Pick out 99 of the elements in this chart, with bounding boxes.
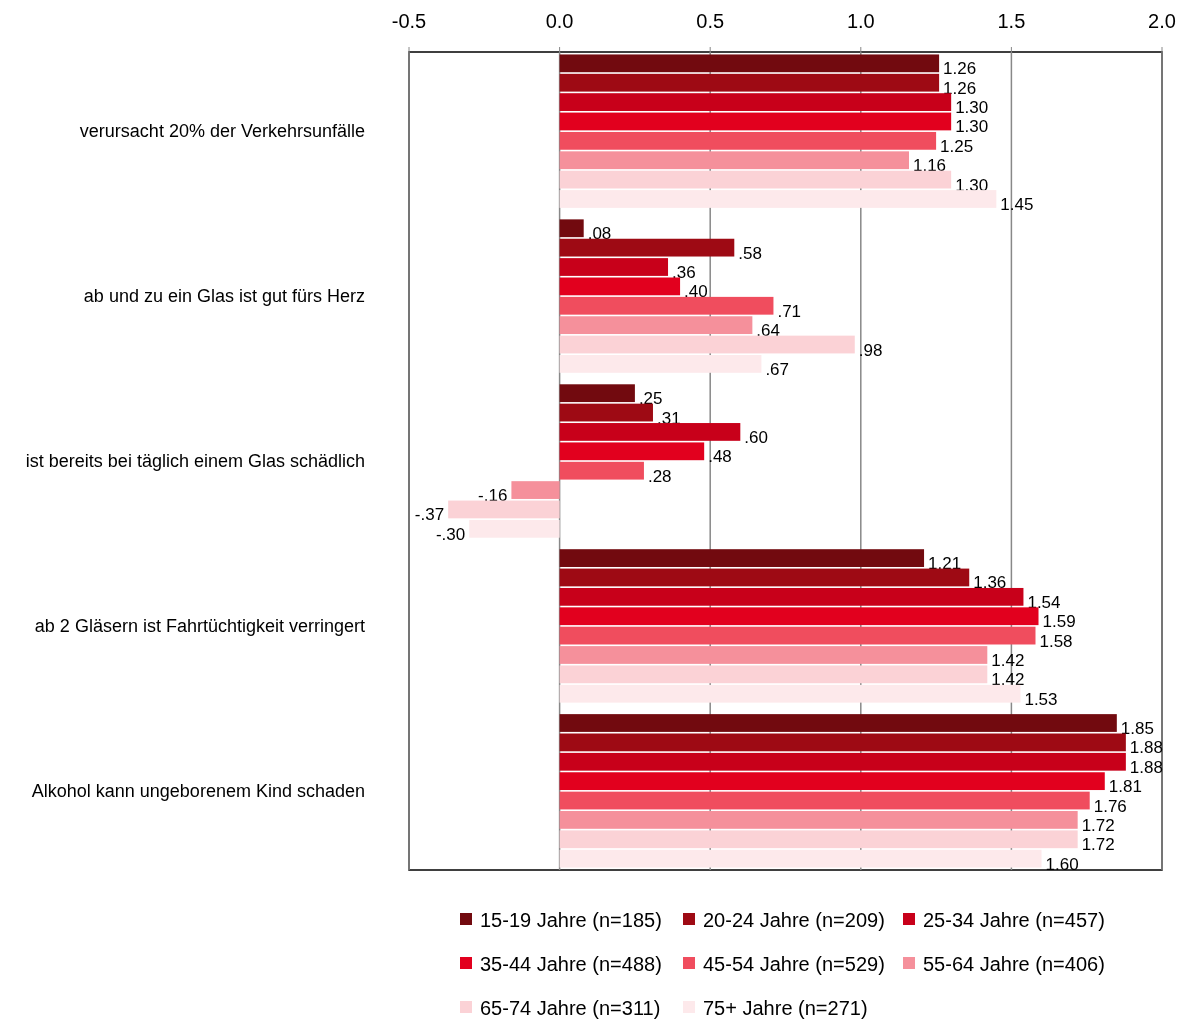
data-label: 1.72 xyxy=(1081,815,1115,835)
bar xyxy=(559,296,774,315)
x-tick-label: 1.5 xyxy=(997,10,1026,32)
x-tick-label: 0.0 xyxy=(545,10,574,32)
legend-label: 45-54 Jahre (n=529) xyxy=(703,953,885,975)
data-label: .28 xyxy=(647,466,672,486)
bar xyxy=(448,500,560,519)
data-label: 1.30 xyxy=(955,117,989,137)
x-tick-label: -0.5 xyxy=(391,10,427,32)
bar xyxy=(559,646,988,664)
data-label: 1.21 xyxy=(928,554,962,574)
bar xyxy=(559,568,970,587)
bar xyxy=(559,587,1024,606)
bar xyxy=(559,335,855,354)
data-label: .48 xyxy=(708,447,732,467)
bar xyxy=(559,752,1126,771)
bar xyxy=(559,772,1105,791)
data-label: 1.16 xyxy=(912,156,947,176)
bar xyxy=(559,423,741,441)
data-label: 1.58 xyxy=(1039,631,1073,651)
bar xyxy=(559,190,997,208)
data-label: 1.85 xyxy=(1120,719,1154,739)
data-label: 1.36 xyxy=(973,573,1007,593)
bar xyxy=(559,151,909,170)
bar xyxy=(559,665,988,684)
bar xyxy=(559,219,584,238)
bar xyxy=(559,355,762,373)
bar xyxy=(559,626,1036,645)
data-label: 1.72 xyxy=(1081,835,1115,855)
bar xyxy=(559,607,1039,626)
data-label: .40 xyxy=(684,282,708,302)
legend-label: 65-74 Jahre (n=311) xyxy=(480,997,661,1019)
bar xyxy=(559,733,1126,752)
x-tick-label: 1.0 xyxy=(846,10,875,32)
bar xyxy=(559,131,937,150)
bar xyxy=(559,316,753,335)
bar xyxy=(559,170,952,189)
data-label: -.30 xyxy=(435,524,466,544)
data-label: -.37 xyxy=(414,505,445,525)
data-label: .31 xyxy=(656,408,681,428)
data-label: .71 xyxy=(777,301,802,321)
data-label: 1.88 xyxy=(1129,738,1163,758)
bar xyxy=(559,830,1078,849)
bar xyxy=(559,849,1042,868)
legend-label: 15-19 Jahre (n=185) xyxy=(480,909,662,931)
bar xyxy=(559,112,952,131)
data-label: .64 xyxy=(756,321,781,341)
data-label: 1.30 xyxy=(955,175,989,195)
data-label: 1.54 xyxy=(1027,592,1061,612)
bar xyxy=(559,442,705,461)
data-label: 1.45 xyxy=(1000,194,1034,214)
data-label: .58 xyxy=(738,243,762,263)
legend-label: 25-34 Jahre (n=457) xyxy=(923,909,1105,931)
data-label: 1.59 xyxy=(1042,612,1076,632)
bar xyxy=(559,277,681,296)
bar xyxy=(559,384,635,403)
bar xyxy=(559,461,644,480)
data-label: 1.81 xyxy=(1108,777,1142,797)
data-label: .08 xyxy=(587,224,612,244)
legend-label: 35-44 Jahre (n=488) xyxy=(480,953,662,975)
data-label: .67 xyxy=(765,359,790,379)
bar xyxy=(559,238,735,257)
data-label: 1.88 xyxy=(1129,757,1163,777)
data-label: 1.25 xyxy=(940,136,974,156)
legend-label: 75+ Jahre (n=271) xyxy=(703,997,868,1019)
bar xyxy=(559,791,1090,810)
bar xyxy=(559,93,952,111)
data-label: 1.60 xyxy=(1045,854,1079,874)
y-tick-label: ist bereits bei täglich einem Glas schädlich xyxy=(25,451,365,471)
bar xyxy=(511,481,560,499)
data-label: 1.30 xyxy=(955,98,989,118)
data-label: 1.53 xyxy=(1024,689,1058,709)
y-tick-label: verursacht 20% der Verkehrsunfälle xyxy=(79,121,365,142)
data-label: .36 xyxy=(672,263,696,283)
bar xyxy=(559,714,1117,732)
bar xyxy=(559,403,653,422)
bar xyxy=(559,258,669,276)
data-label: 1.42 xyxy=(991,650,1025,670)
y-tick-label: ab 2 Gläsern ist Fahrtüchtigkeit verringert xyxy=(34,615,365,636)
y-tick-label: ab und zu ein Glas ist gut fürs Herz xyxy=(83,286,365,307)
data-label: .25 xyxy=(638,389,663,409)
bar xyxy=(559,684,1021,703)
x-tick-label: 2.0 xyxy=(1148,10,1176,32)
bar xyxy=(559,73,940,92)
legend-label: 55-64 Jahre (n=406) xyxy=(923,953,1105,975)
data-label: 1.42 xyxy=(991,670,1025,690)
data-label: 1.26 xyxy=(943,78,977,98)
bar xyxy=(559,549,925,567)
data-label: 1.26 xyxy=(943,59,977,79)
data-label: -.16 xyxy=(478,486,508,506)
data-label: .60 xyxy=(744,427,768,447)
data-label: .98 xyxy=(858,340,883,360)
y-tick-label: Alkohol kann ungeborenem Kind schaden xyxy=(31,780,365,801)
data-label: 1.76 xyxy=(1093,796,1127,816)
legend-label: 20-24 Jahre (n=209) xyxy=(703,909,885,931)
bar xyxy=(559,54,940,73)
bar xyxy=(559,811,1078,829)
x-tick-label: 0.5 xyxy=(696,10,725,32)
bar xyxy=(469,519,560,538)
